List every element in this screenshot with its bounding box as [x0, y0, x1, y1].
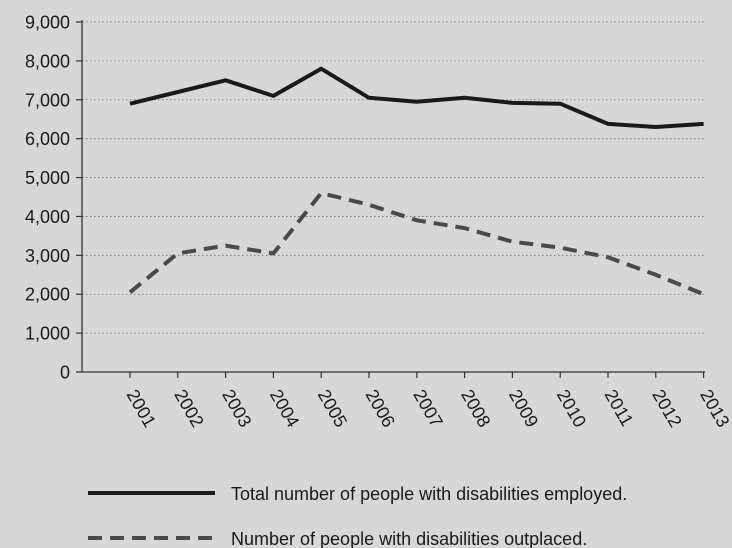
y-tick-label: 3,000	[25, 246, 70, 266]
y-tick-label: 4,000	[25, 207, 70, 227]
series-lines	[128, 66, 705, 297]
legend-label: Number of people with disabilities outpl…	[231, 529, 587, 548]
y-tick-labels: 0 1,000 2,000 3,000 4,000 5,000 6,000 7,000 8,00…	[25, 13, 70, 383]
y-tick-label: 2,000	[25, 285, 70, 305]
legend-label: Total number of people with disabilities…	[231, 484, 627, 504]
y-tick-label: 0	[60, 363, 70, 383]
y-tick-label: 1,000	[25, 324, 70, 344]
axes	[76, 20, 705, 378]
series-line-employed	[129, 66, 704, 129]
y-tick-label: 8,000	[25, 51, 70, 71]
y-tick-label: 6,000	[25, 129, 70, 149]
y-tick-label: 7,000	[25, 90, 70, 110]
y-tick-label: 5,000	[25, 168, 70, 188]
series-line-outplaced	[128, 191, 705, 297]
y-tick-label: 9,000	[25, 13, 70, 33]
legend: Total number of people with disabilities…	[88, 484, 627, 548]
